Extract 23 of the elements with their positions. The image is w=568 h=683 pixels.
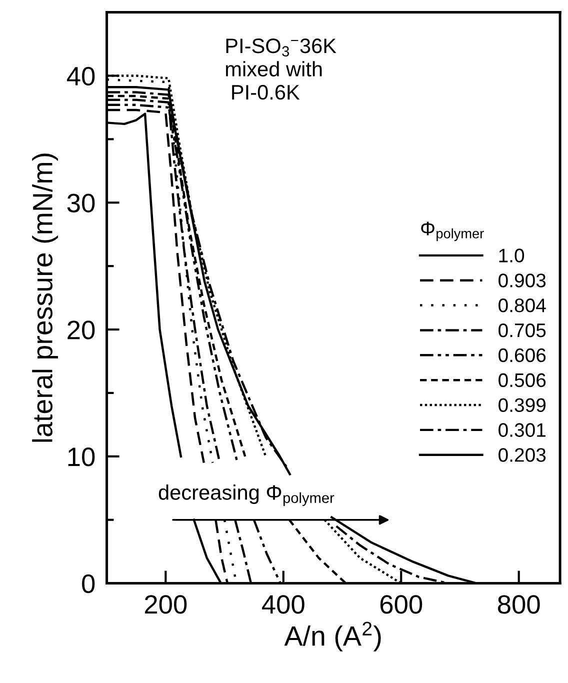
legend-label: 1.0	[499, 248, 524, 262]
legend-label: 0.203	[498, 448, 546, 462]
legend-label: 0.804	[498, 298, 546, 312]
legend-label: 0.399	[498, 398, 546, 412]
y-tick-label: 10	[68, 448, 95, 466]
legend-label: 0.606	[498, 348, 546, 362]
x-tick-label: 600	[380, 595, 422, 614]
annotation: decreasing Φ$_{polymer}$	[158, 484, 334, 506]
legend-label: 0.506	[498, 373, 546, 388]
y-tick-label: 30	[67, 194, 95, 212]
y-tick-label: 40	[66, 66, 95, 86]
y-tick-label: 20	[68, 320, 95, 340]
y-tick-label: 0	[82, 574, 95, 594]
x-tick-label: 200	[144, 595, 187, 614]
x-axis-title: A/n (A$^{2}$)	[284, 622, 381, 652]
annotation: PI-SO$_{3}$$^{−}$36K mixed with PI-0.6K	[226, 38, 336, 100]
legend-title: Φ$_{polymer}$	[421, 222, 484, 242]
legend-label: 0.705	[498, 323, 546, 338]
x-tick-label: 800	[498, 595, 540, 614]
y-axis-title: lateral pressure (mN/m)	[32, 154, 58, 442]
x-tick-label: 400	[262, 595, 304, 614]
legend-label: 0.903	[498, 274, 546, 288]
legend-label: 0.301	[498, 423, 546, 437]
